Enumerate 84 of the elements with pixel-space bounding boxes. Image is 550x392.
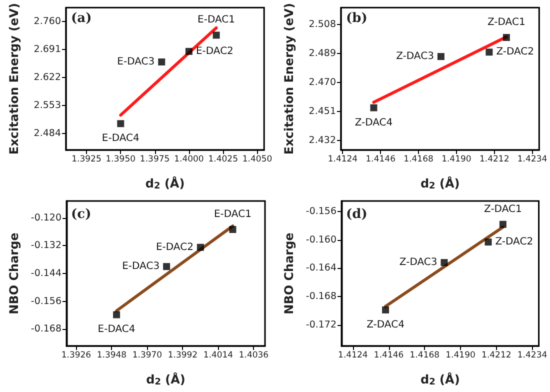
y-tick-label: 2.622	[34, 72, 61, 83]
point	[196, 244, 204, 251]
x-tick-label: 1.4146	[366, 154, 396, 164]
chart-title: (b)	[346, 11, 368, 26]
y-tick-label: 2.451	[308, 106, 336, 118]
x-tick-label: 1.3950	[106, 154, 136, 164]
y-tick-label: 2.489	[308, 48, 336, 60]
annotation: Z-DAC1	[488, 16, 526, 28]
x-tick-label: 1.4000	[174, 154, 204, 164]
y-tick-label: -0.156	[306, 206, 337, 218]
annotation: E-DAC1	[214, 208, 252, 220]
x-tick-label: 1.3992	[168, 350, 198, 360]
annotation: E-DAC3	[117, 56, 155, 68]
y-tick-label: 2.553	[34, 100, 61, 111]
point	[502, 34, 510, 41]
x-tick-label: 1.4168	[404, 154, 434, 164]
point	[185, 48, 192, 55]
y-tick-label: 2.691	[34, 44, 61, 55]
annotation: Z-DAC3	[396, 51, 434, 62]
annotation: E-DAC2	[196, 46, 234, 57]
x-tick-label: 1.3970	[132, 350, 162, 360]
y-tick-label: -0.168	[30, 324, 62, 335]
point	[158, 58, 166, 66]
x-tick-label: 1.4212	[479, 154, 510, 164]
y-axis-title: Excitation Energy (eV)	[7, 3, 21, 155]
point	[440, 259, 448, 266]
x-tick-label: 1.3926	[61, 350, 92, 360]
y-tick-label: -0.168	[306, 290, 337, 302]
y-tick-label: 2.432	[308, 135, 336, 146]
x-tick-label: 1.4190	[442, 154, 472, 164]
text: (c)	[71, 207, 92, 222]
x-tick-label: 1.4124	[328, 154, 358, 164]
y-tick-label: -0.160	[306, 234, 337, 246]
y-tick-label: -0.172	[306, 319, 337, 330]
y-tick-label: 2.470	[308, 77, 336, 88]
point	[484, 238, 492, 246]
point	[212, 32, 220, 39]
annotation: E-DAC1	[198, 14, 236, 26]
x-tick-label: 1.4190	[446, 350, 476, 360]
annotation: Z-DAC4	[366, 319, 404, 330]
annotation: E-DAC2	[156, 242, 194, 253]
x-tick-label: 1.3948	[96, 350, 127, 360]
annotation: E-DAC3	[122, 261, 160, 272]
y-axis-title: NBO Charge	[7, 232, 21, 314]
point	[437, 53, 444, 60]
x-tick-label: 1.4014	[203, 350, 234, 360]
annotation: E-DAC4	[98, 324, 136, 336]
x-tick-label: 1.4036	[238, 350, 269, 360]
x-tick-label: 1.3925	[72, 154, 102, 164]
x-tick-label: 1.4146	[374, 350, 404, 360]
x-tick-label: 1.4234	[517, 154, 548, 164]
point	[113, 311, 120, 318]
annotation: Z-DAC2	[495, 236, 534, 248]
x-tick-label: 1.4212	[482, 350, 512, 360]
x-tick-label: 1.4025	[208, 154, 238, 164]
point	[370, 104, 378, 112]
point	[382, 306, 390, 314]
y-axis-title: Excitation Energy (eV)	[282, 3, 296, 155]
y-tick-label: -0.164	[306, 262, 337, 274]
point	[486, 48, 493, 56]
point	[163, 263, 170, 270]
x-tick-label: 1.4050	[242, 154, 272, 164]
y-tick-label: -0.144	[30, 268, 62, 279]
chart-title: (a)	[71, 11, 92, 26]
point	[117, 120, 124, 128]
text: (d)	[346, 207, 368, 222]
y-tick-label: 2.760	[34, 16, 61, 27]
point	[229, 226, 236, 233]
annotation: Z-DAC1	[484, 204, 522, 215]
annotation: Z-DAC4	[354, 117, 393, 128]
y-tick-label: 2.484	[34, 128, 61, 139]
annotation: Z-DAC3	[399, 257, 438, 268]
y-tick-label: -0.156	[30, 296, 62, 307]
annotation: E-DAC4	[102, 133, 140, 144]
point	[499, 220, 506, 228]
y-axis-title: NBO Charge	[282, 232, 296, 314]
x-tick-label: 1.4168	[410, 350, 440, 360]
x-tick-label: 1.3975	[140, 154, 170, 164]
x-tick-label: 1.4234	[517, 350, 548, 360]
y-tick-label: 2.508	[308, 19, 336, 30]
y-tick-label: -0.120	[30, 212, 62, 224]
x-tick-label: 1.4124	[338, 350, 368, 360]
annotation: Z-DAC2	[496, 46, 534, 58]
y-tick-label: -0.132	[30, 240, 62, 252]
